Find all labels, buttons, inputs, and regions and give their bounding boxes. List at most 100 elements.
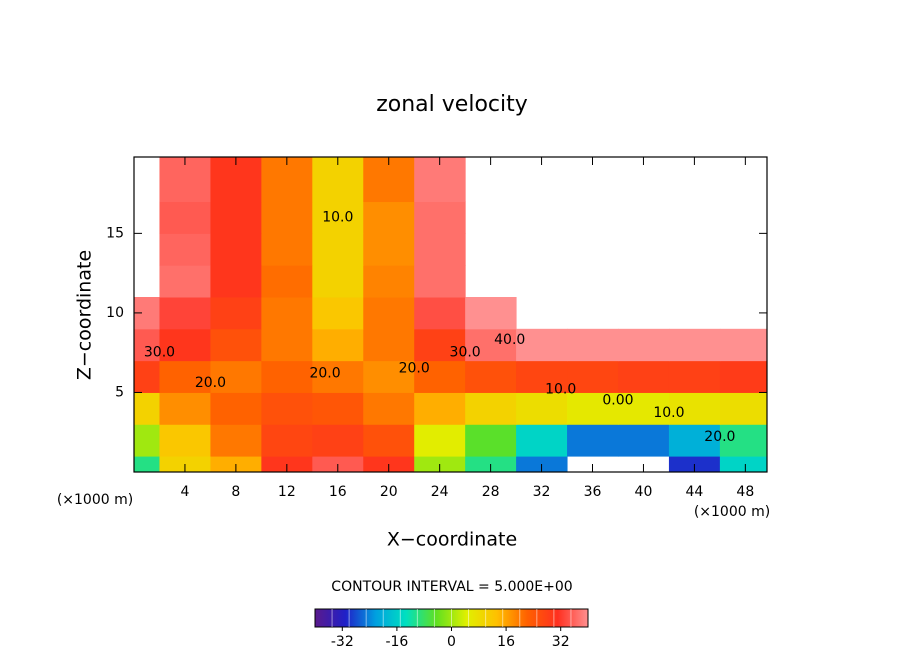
contour-label: 20.0 xyxy=(704,429,735,445)
x-tick-label: 44 xyxy=(685,484,703,500)
field-cell xyxy=(261,233,313,266)
colorbar-tick-label: 32 xyxy=(552,634,570,650)
field-cell xyxy=(159,392,211,425)
field-cell xyxy=(516,424,568,457)
field-cell xyxy=(363,233,415,266)
field-cell xyxy=(312,424,364,457)
field-cell xyxy=(261,265,313,298)
field-cell xyxy=(312,201,364,234)
y-tick-label: 10 xyxy=(106,305,124,321)
x-tick-label: 8 xyxy=(231,484,240,500)
field-cell xyxy=(414,328,466,362)
field-cell xyxy=(465,360,517,393)
field-cell xyxy=(210,328,262,362)
field-cell xyxy=(363,424,415,457)
field-cell xyxy=(363,392,415,425)
colorbar-tick-label: -16 xyxy=(385,634,408,650)
contour-label: 10.0 xyxy=(545,381,576,397)
colorbar-label: CONTOUR INTERVAL = 5.000E+00 xyxy=(331,579,572,595)
field-cell xyxy=(465,297,517,330)
x-tick-label: 40 xyxy=(635,484,653,500)
field-cell xyxy=(210,201,262,234)
field-cell xyxy=(159,265,211,298)
field-cell xyxy=(159,233,211,266)
field-cell xyxy=(261,392,313,425)
x-tick-label: 12 xyxy=(278,484,296,500)
field-cell xyxy=(567,424,619,457)
x-unit-label: (×1000 m) xyxy=(57,492,133,508)
contour-label: 20.0 xyxy=(399,361,430,377)
field-cell xyxy=(134,328,160,362)
field-cell xyxy=(414,360,466,393)
contour-label: 20.0 xyxy=(309,365,340,381)
contour-label: 30.0 xyxy=(450,345,481,361)
field-cell xyxy=(414,392,466,425)
chart-title: zonal velocity xyxy=(376,92,528,117)
colorbar-tick-label: 16 xyxy=(497,634,515,650)
field-cell xyxy=(363,201,415,234)
x-tick-label: 48 xyxy=(736,484,754,500)
x-tick-label: 20 xyxy=(380,484,398,500)
field-cell xyxy=(210,233,262,266)
contour-label: 10.0 xyxy=(653,405,684,421)
colorbar-tick-label: -32 xyxy=(331,634,354,650)
x-tick-label: 4 xyxy=(180,484,189,500)
field-cell xyxy=(617,392,670,425)
field-cell xyxy=(617,360,670,393)
field-cell xyxy=(363,328,415,362)
field-cell xyxy=(668,328,721,362)
field-cell xyxy=(134,456,160,473)
contour-label: 20.0 xyxy=(195,375,226,391)
field-cell xyxy=(516,328,568,362)
field-cell xyxy=(617,424,670,457)
field-cell xyxy=(261,360,313,393)
field-cell xyxy=(134,392,160,425)
field-cell xyxy=(668,392,721,425)
field-cell xyxy=(312,265,364,298)
field-cell xyxy=(312,360,364,393)
field-cell xyxy=(414,297,466,330)
x-tick-label: 24 xyxy=(431,484,449,500)
field-cell xyxy=(210,265,262,298)
field-cell xyxy=(668,360,721,393)
x-tick-label: 32 xyxy=(533,484,551,500)
field-cell xyxy=(312,233,364,266)
field-cell xyxy=(414,424,466,457)
field-cell xyxy=(134,360,160,393)
x-tick-label: 36 xyxy=(584,484,602,500)
field-cell xyxy=(414,233,466,266)
colorbar-tick-label: 0 xyxy=(447,634,456,650)
y-axis-label: Z−coordinate xyxy=(74,250,96,380)
field-cell xyxy=(465,424,517,457)
field-cell xyxy=(567,360,619,393)
field-cell xyxy=(516,392,568,425)
field-cell xyxy=(159,424,211,457)
field-cell xyxy=(210,424,262,457)
field-cell xyxy=(134,424,160,457)
field-cell xyxy=(159,201,211,234)
plot-frame xyxy=(133,156,768,473)
x-unit-label: (×1000 m) xyxy=(694,504,770,520)
field-cell xyxy=(261,424,313,457)
field-cell xyxy=(719,424,768,457)
contour-label: 10.0 xyxy=(322,209,353,225)
field-cell xyxy=(567,328,619,362)
field-cell xyxy=(617,328,670,362)
field-cell xyxy=(414,265,466,298)
contour-label: 40.0 xyxy=(494,332,525,348)
field-cell xyxy=(668,424,721,457)
field-cell xyxy=(159,328,211,362)
y-tick-label: 5 xyxy=(115,384,124,400)
y-tick-label: 15 xyxy=(106,225,124,241)
field-cell xyxy=(159,360,211,393)
field-cell xyxy=(363,265,415,298)
field-cell xyxy=(312,297,364,330)
field-cell xyxy=(210,392,262,425)
field-cell xyxy=(363,297,415,330)
field-cell xyxy=(210,297,262,330)
field-cell xyxy=(210,360,262,393)
field-cell xyxy=(363,360,415,393)
field-cell xyxy=(261,297,313,330)
field-cell xyxy=(516,360,568,393)
